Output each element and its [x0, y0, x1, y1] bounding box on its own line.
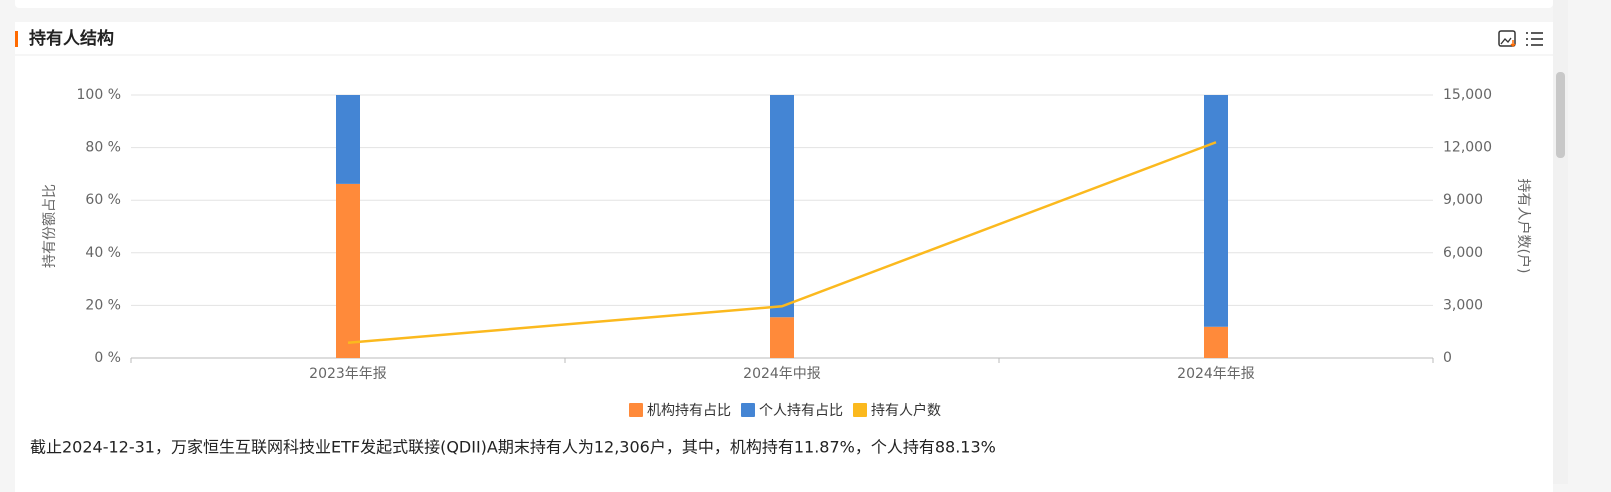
bar [770, 317, 794, 358]
y2-tick-label: 12,000 [1443, 140, 1492, 156]
title-marker [15, 31, 18, 47]
x-tick-label: 2024年年报 [1177, 366, 1255, 382]
legend-swatch [629, 403, 643, 417]
legend-swatch [741, 403, 755, 417]
summary: 截止2024-12-31，万家恒生互联网科技业ETF发起式联接(QDII)A期末… [30, 438, 996, 457]
y2-tick-label: 9,000 [1443, 192, 1483, 208]
y2-axis-label: 持有人户数(户) [1515, 179, 1532, 274]
legend-label: 机构持有占比 [647, 403, 731, 419]
chart: 持有人结构 截止2024-12-31，万家恒生互联网科技业ETF发起式联接(QD… [15, 28, 1553, 457]
y-tick-label: 60 % [85, 192, 121, 208]
legend-label: 持有人户数 [871, 402, 941, 419]
x-tick-label: 2023年年报 [309, 366, 387, 382]
download-icon[interactable] [1498, 30, 1516, 48]
section-title: 持有人结构 [29, 28, 114, 49]
bar [1204, 326, 1228, 358]
line [347, 141, 1217, 344]
y2-tick-label: 0 [1443, 350, 1452, 366]
y-tick-label: 40 % [85, 245, 121, 261]
y-tick-label: 100 % [77, 87, 121, 103]
bar [1204, 95, 1228, 327]
bar [770, 95, 794, 318]
bar [336, 183, 360, 358]
y-tick-label: 20 % [85, 297, 121, 313]
y2-tick-label: 15,000 [1443, 87, 1492, 103]
menu-icon[interactable] [1526, 32, 1543, 46]
top-card [15, 0, 1553, 8]
y2-tick-label: 6,000 [1443, 245, 1483, 261]
y2-tick-label: 3,000 [1443, 297, 1483, 313]
x-tick-label: 2024年中报 [743, 366, 821, 382]
bar [336, 95, 360, 184]
legend-label: 个人持有占比 [759, 403, 843, 419]
scroll-thumb[interactable] [1556, 72, 1565, 158]
y-axis-label: 持有份额占比 [42, 184, 58, 268]
legend-swatch [853, 403, 867, 417]
y-tick-label: 80 % [85, 140, 121, 156]
y-tick-label: 0 % [94, 350, 121, 366]
